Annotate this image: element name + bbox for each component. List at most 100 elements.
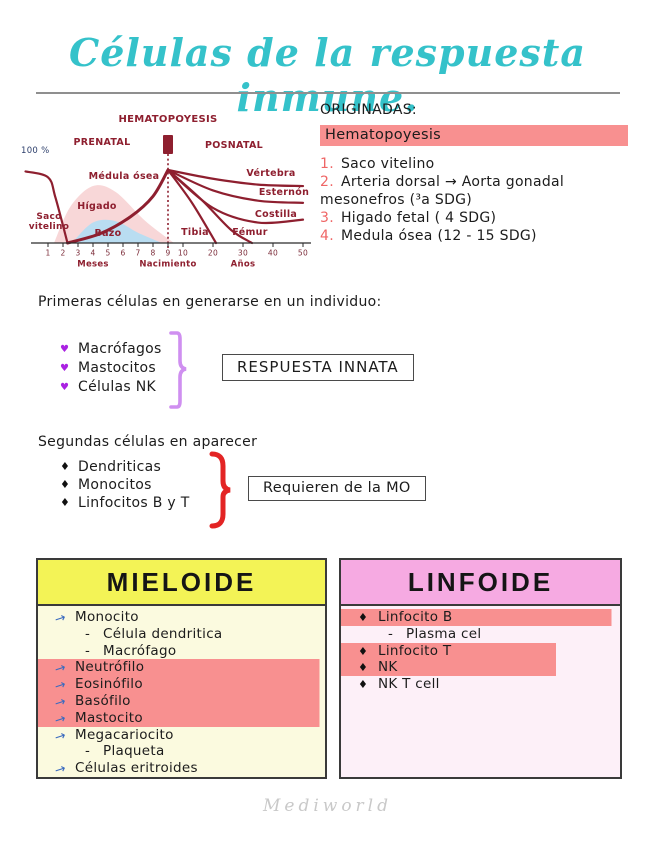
table-subrow: - Macrófago (38, 643, 325, 660)
list-number: 2. (320, 174, 334, 190)
list-text: Monocitos (78, 477, 152, 493)
chart-label-tibia: Tibia (181, 227, 209, 238)
chart-label-vertebra: Vértebra (246, 168, 295, 179)
cell-label: Mastocito (75, 709, 143, 726)
table-row: → Megacariocito (38, 726, 325, 746)
list-text: Dendriticas (78, 459, 162, 475)
chart-label-femur: Fémur (232, 227, 267, 238)
list-item: ♦ Linfocitos B y T (60, 494, 190, 512)
linfoide-table: LINFOIDE ♦ Linfocito B - Plasma cel ♦ Linfoci… (339, 558, 622, 779)
table-subrow: - Plaqueta (38, 743, 325, 760)
table-row: ♦ NK T cell (341, 676, 620, 693)
watermark: Mediworld (262, 796, 393, 816)
axis-tick-label: 20 (208, 249, 218, 258)
axis-tick-label: 40 (268, 249, 278, 258)
hematopoyesis-highlight: Hematopoyesis (320, 125, 628, 146)
table-row: → Eosinófilo (38, 676, 325, 695)
axis-group-label: Nacimiento (139, 260, 196, 270)
chart-label-prenatal: PRENATAL (74, 137, 131, 148)
list-item: ♦ Monocitos (60, 476, 190, 494)
axis-group-label: Meses (77, 260, 109, 270)
originadas-list: 1. Saco vitelino 2. Arteria dorsal → Aorta … (320, 155, 628, 245)
chart-label-bazo: Bazo (95, 228, 122, 239)
table-row: ♦ NK (341, 659, 620, 677)
list-text: Medula ósea (12 - 15 SDG) (340, 228, 537, 244)
diamond-bullet-icon: ♦ (60, 478, 71, 491)
primeras-list: ♥ Macrófagos ♥ Mastocitos ♥ Células NK (60, 340, 162, 397)
table-subrow: - Plasma cel (341, 626, 620, 643)
list-text: Higado fetal ( 4 SDG) (340, 210, 497, 226)
drop-bullet-icon: ♦ (358, 611, 369, 624)
cell-label: Megacariocito (75, 726, 174, 743)
list-text: Células NK (78, 379, 157, 395)
chart-label-100-: 100 % (21, 146, 50, 156)
chart-label-esternon: Esternón (259, 187, 309, 198)
requieren-mo-box: Requieren de la MO (248, 476, 426, 501)
list-item: ♥ Mastocitos (60, 359, 162, 378)
segundas-heading: Segundas células en aparecer (38, 434, 258, 450)
list-text: Saco vitelino (340, 156, 435, 172)
list-item: ♥ Macrófagos (60, 340, 162, 359)
mieloide-table: MIELOIDE → Monocito - Célula dendritica - Mac… (36, 558, 327, 779)
originadas-item: 4. Medula ósea (12 - 15 SDG) (320, 227, 628, 245)
cell-label: Monocito (75, 609, 139, 625)
cell-sublabel: Plasma cel (406, 625, 482, 642)
axis-tick-label: 2 (60, 249, 65, 258)
chart-series-medula-osea (66, 168, 170, 245)
list-text: Macrófagos (78, 341, 162, 357)
linfoide-header: LINFOIDE (341, 560, 620, 606)
title-divider (36, 92, 620, 94)
mieloide-header: MIELOIDE (38, 560, 325, 606)
cell-sublabel: Macrófago (103, 642, 177, 659)
arrow-bullet-icon: → (52, 761, 69, 779)
list-text: Arteria dorsal → Aorta gonadal mesonefro… (320, 174, 565, 208)
cell-label: Eosinófilo (75, 676, 143, 693)
table-row: → Mastocito (38, 709, 325, 729)
axis-tick-label: 50 (298, 249, 308, 258)
axis-tick-label: 9 (165, 249, 170, 258)
chart-label-medula-osea: Médula ósea (89, 171, 160, 182)
cell-label: NK (378, 659, 398, 676)
cell-sublabel: Célula dendritica (103, 625, 223, 642)
list-number: 1. (320, 156, 334, 172)
heart-bullet-icon: ♥ (60, 382, 70, 393)
list-item: ♥ Células NK (60, 378, 162, 397)
lineage-tables: MIELOIDE → Monocito - Célula dendritica - Mac… (36, 558, 622, 779)
dash-bullet-icon: - (85, 642, 91, 659)
list-item: ♦ Dendriticas (60, 458, 190, 476)
axis-tick-label: 8 (150, 249, 155, 258)
birth-marker-bar (163, 135, 173, 154)
cell-label: Células eritroides (75, 760, 198, 777)
list-text: Mastocitos (78, 360, 156, 376)
drop-bullet-icon: ♦ (358, 678, 369, 692)
originadas-section: ORIGINADAS: Hematopoyesis 1. Saco vitelin… (320, 102, 628, 245)
chart-label-higado: Hígado (77, 201, 117, 212)
table-row: → Neutrófilo (38, 659, 325, 678)
chart-label-posnatal: POSNATAL (205, 140, 263, 151)
primeras-heading: Primeras células en generarse en un indi… (38, 294, 382, 310)
mieloide-body: → Monocito - Célula dendritica - Macrófago → Ne… (38, 606, 325, 779)
axis-tick-label: 30 (238, 249, 248, 258)
chart-label-saco: Saco (36, 212, 61, 222)
heart-bullet-icon: ♥ (60, 363, 70, 374)
axis-group-label: Años (231, 260, 256, 270)
cell-label: NK T cell (378, 676, 440, 693)
chart-series-saco-vitelino (24, 170, 69, 245)
cell-label: Basófilo (75, 692, 131, 709)
chart-series-esternon (166, 168, 305, 204)
axis-tick-label: 7 (135, 249, 140, 258)
table-row: → Monocito (38, 609, 325, 628)
list-number: 3. (320, 210, 334, 226)
cell-label: Linfocito T (378, 642, 452, 659)
table-subrow: - Célula dendritica (38, 626, 325, 643)
drop-bullet-icon: ♦ (358, 661, 369, 675)
heart-bullet-icon: ♥ (60, 344, 70, 355)
table-row: → Células eritroides (38, 760, 325, 779)
table-row: ♦ Linfocito B (341, 609, 620, 626)
drop-bullet-icon: ♦ (358, 644, 369, 658)
axis-tick-label: 10 (178, 249, 188, 258)
originadas-item: 3. Higado fetal ( 4 SDG) (320, 209, 628, 227)
brace-icon (169, 331, 187, 409)
dash-bullet-icon: - (388, 625, 394, 642)
